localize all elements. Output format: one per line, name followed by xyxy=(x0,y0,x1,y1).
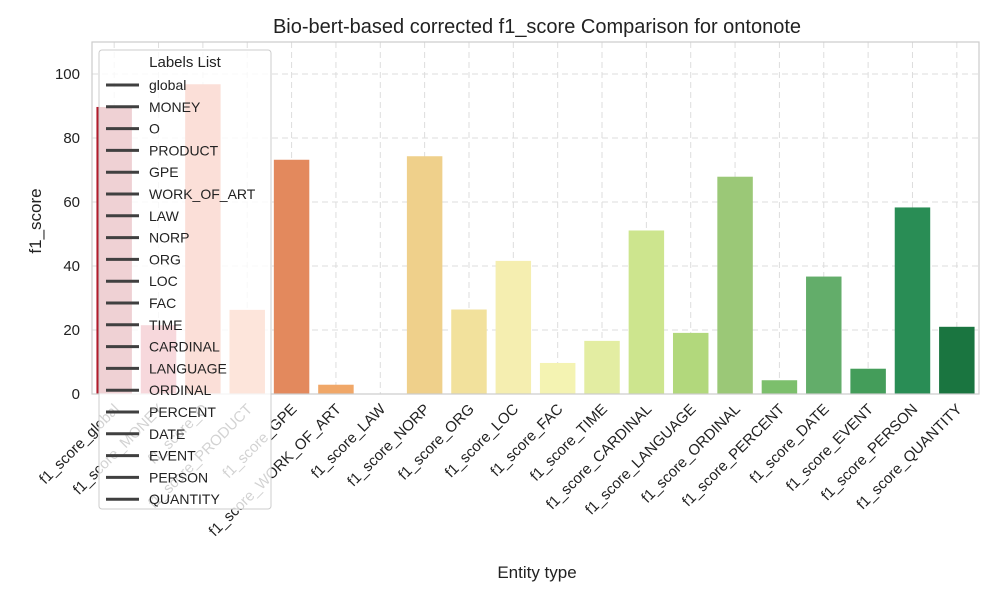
bar-f1_score_ORG xyxy=(451,309,487,394)
legend-entry: EVENT xyxy=(149,448,196,464)
bar-f1_score_EVENT xyxy=(850,368,886,394)
legend-entry: LOC xyxy=(149,273,178,289)
bar-f1_score_CARDINAL xyxy=(628,230,665,394)
plot-frame xyxy=(91,41,980,395)
x-tick-label: f1_score_ORG xyxy=(395,401,478,484)
legend-entry: WORK_OF_ART xyxy=(149,186,256,202)
y-axis-label: f1_score xyxy=(26,188,45,253)
legend-entry: FAC xyxy=(149,295,176,311)
legend-entry: QUANTITY xyxy=(149,491,220,507)
y-tick-label: 60 xyxy=(63,194,80,211)
legend-entry: ORG xyxy=(149,251,181,267)
legend-entry: PERSON xyxy=(149,469,208,485)
x-axis-label: Entity type xyxy=(497,563,576,582)
legend-entry: LAW xyxy=(149,208,180,224)
bar-f1_score_TIME xyxy=(584,340,620,394)
legend-entry: PRODUCT xyxy=(149,142,219,158)
legend-entry: CARDINAL xyxy=(149,339,220,355)
legend-box xyxy=(98,49,272,510)
bar-f1_score_GPE xyxy=(273,159,310,394)
x-tick-label: f1_score_TIME xyxy=(527,401,611,485)
legend-entry: DATE xyxy=(149,426,185,442)
legend-entry: PERCENT xyxy=(149,404,216,420)
y-tick-label: 100 xyxy=(55,66,80,83)
legend-entry: MONEY xyxy=(149,99,201,115)
chart-title: Bio-bert-based corrected f1_score Compar… xyxy=(273,16,801,38)
bar-f1_score_ORDINAL xyxy=(717,176,753,394)
legend-entry: NORP xyxy=(149,230,189,246)
bar-f1_score_DATE xyxy=(806,276,842,394)
y-tick-label: 40 xyxy=(63,258,80,275)
legend-entry: LANGUAGE xyxy=(149,360,227,376)
legend-entry: GPE xyxy=(149,164,179,180)
x-tick-label: f1_score_DATE xyxy=(747,401,833,487)
y-tick-label: 0 xyxy=(72,386,80,403)
bar-f1_score_QUANTITY xyxy=(939,326,975,394)
legend: Labels List global MONEY O PRODUCT GPE WORK_O… xyxy=(98,49,272,510)
bar-f1_score_PERCENT xyxy=(761,380,798,394)
bar-f1_score_WORK_OF_ART xyxy=(318,384,354,394)
legend-entry: ORDINAL xyxy=(149,382,211,398)
bar-f1_score_NORP xyxy=(406,156,443,394)
legend-entry: global xyxy=(149,77,186,93)
bar-f1_score_FAC xyxy=(539,362,576,394)
legend-entry: O xyxy=(149,121,160,137)
y-tick-label: 20 xyxy=(63,322,80,339)
legend-entry: TIME xyxy=(149,317,182,333)
bar-f1_score_PERSON xyxy=(894,207,931,394)
bar-f1_score_LOC xyxy=(495,260,532,394)
y-tick-label: 80 xyxy=(63,130,80,147)
legend-title: Labels List xyxy=(149,54,222,71)
bar-f1_score_LANGUAGE xyxy=(672,332,709,394)
